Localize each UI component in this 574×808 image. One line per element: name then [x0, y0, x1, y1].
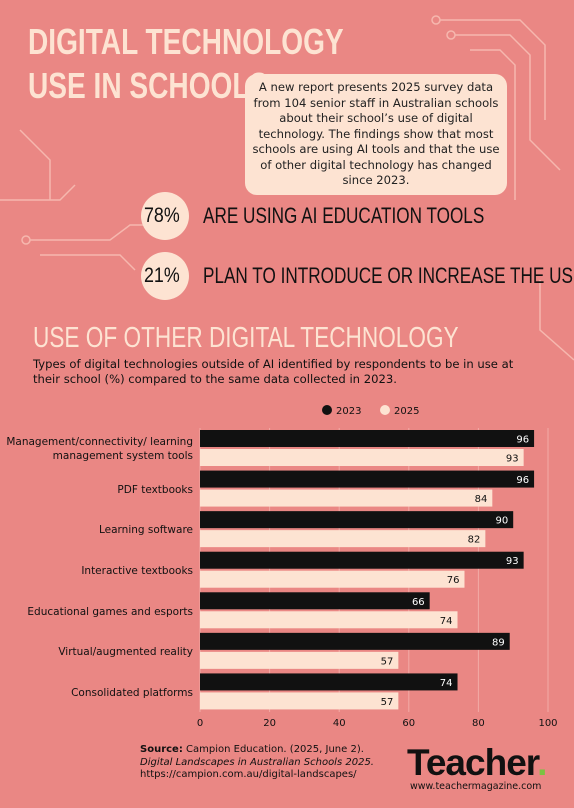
data-label: 74: [440, 616, 453, 627]
source-label: Source:: [140, 744, 183, 755]
legend-swatch: [322, 405, 332, 415]
bar: [200, 449, 524, 466]
category-label: PDF textbooks: [117, 483, 193, 496]
data-label: 57: [381, 697, 394, 708]
source-url: https://campion.com.au/digital-landscape…: [140, 769, 357, 780]
stat-text: ARE USING AI EDUCATION TOOLS: [203, 203, 485, 228]
stat-figure: 78%: [141, 192, 189, 240]
chart-title: USE OF OTHER DIGITAL TECHNOLOGY: [33, 322, 459, 354]
bar: [200, 511, 514, 529]
data-label: 96: [516, 475, 529, 486]
bar: [200, 611, 458, 629]
brand-logo: Teacher.: [407, 742, 547, 783]
bar: [200, 530, 486, 548]
category-label: Educational games and esports: [27, 605, 193, 618]
brand-name: Teacher: [407, 742, 538, 783]
x-tick-label: 0: [197, 718, 203, 729]
source: Source: Campion Education. (2025, June 2…: [140, 744, 374, 782]
bar: [200, 592, 430, 610]
category-label: Virtual/augmented reality: [58, 646, 193, 659]
category-label: Learning software: [98, 524, 193, 537]
title-line: USE IN SCHOOLS: [28, 65, 269, 106]
stat-figure-text: 78%: [143, 204, 180, 227]
bar: [200, 430, 535, 447]
stat-figure-text: 21%: [143, 264, 180, 287]
data-label: 74: [440, 678, 453, 689]
data-label: 57: [381, 656, 394, 667]
bar: [200, 551, 524, 569]
x-tick-label: 80: [472, 718, 485, 729]
bar: [200, 470, 535, 488]
bar: [200, 489, 493, 507]
bar: [200, 651, 399, 669]
legend-label: 2023: [336, 406, 361, 417]
intro-text: A new report presents 2025 survey data f…: [245, 74, 507, 195]
data-label: 89: [492, 637, 505, 648]
data-label: 90: [495, 516, 508, 527]
title: DIGITAL TECHNOLOGY USE IN SCHOOLS: [28, 20, 433, 108]
category-label: Management/connectivity/ learning manage…: [6, 436, 193, 463]
data-label: 82: [468, 535, 481, 546]
stat-text: PLAN TO INTRODUCE OR INCREASE THE USE OF…: [203, 263, 574, 288]
data-label: 93: [506, 556, 519, 567]
data-label: 96: [516, 435, 529, 446]
data-label: 66: [412, 597, 425, 608]
x-tick-label: 60: [402, 718, 415, 729]
source-text: Campion Education. (2025, June 2).: [186, 744, 364, 755]
bar: [200, 632, 510, 650]
bar: [200, 673, 458, 691]
source-work: Digital Landscapes in Australian Schools…: [140, 756, 374, 768]
category-label: Interactive textbooks: [81, 565, 193, 577]
data-label: 84: [475, 494, 488, 505]
data-label: 93: [506, 454, 519, 465]
category-label: Consolidated platforms: [71, 686, 193, 699]
bar: [200, 692, 399, 710]
brand-url: www.teachermagazine.com: [410, 781, 542, 792]
data-label: 76: [447, 575, 460, 586]
bar: [200, 570, 465, 588]
legend-swatch: [380, 405, 390, 415]
legend-label: 2025: [394, 406, 419, 417]
x-tick-label: 100: [538, 718, 557, 729]
stat-figure: 21%: [141, 252, 189, 300]
chart-subtitle: Types of digital technologies outside of…: [33, 357, 514, 386]
x-tick-label: 20: [263, 718, 276, 729]
title-line: DIGITAL TECHNOLOGY: [28, 21, 344, 62]
x-tick-label: 40: [333, 718, 346, 729]
